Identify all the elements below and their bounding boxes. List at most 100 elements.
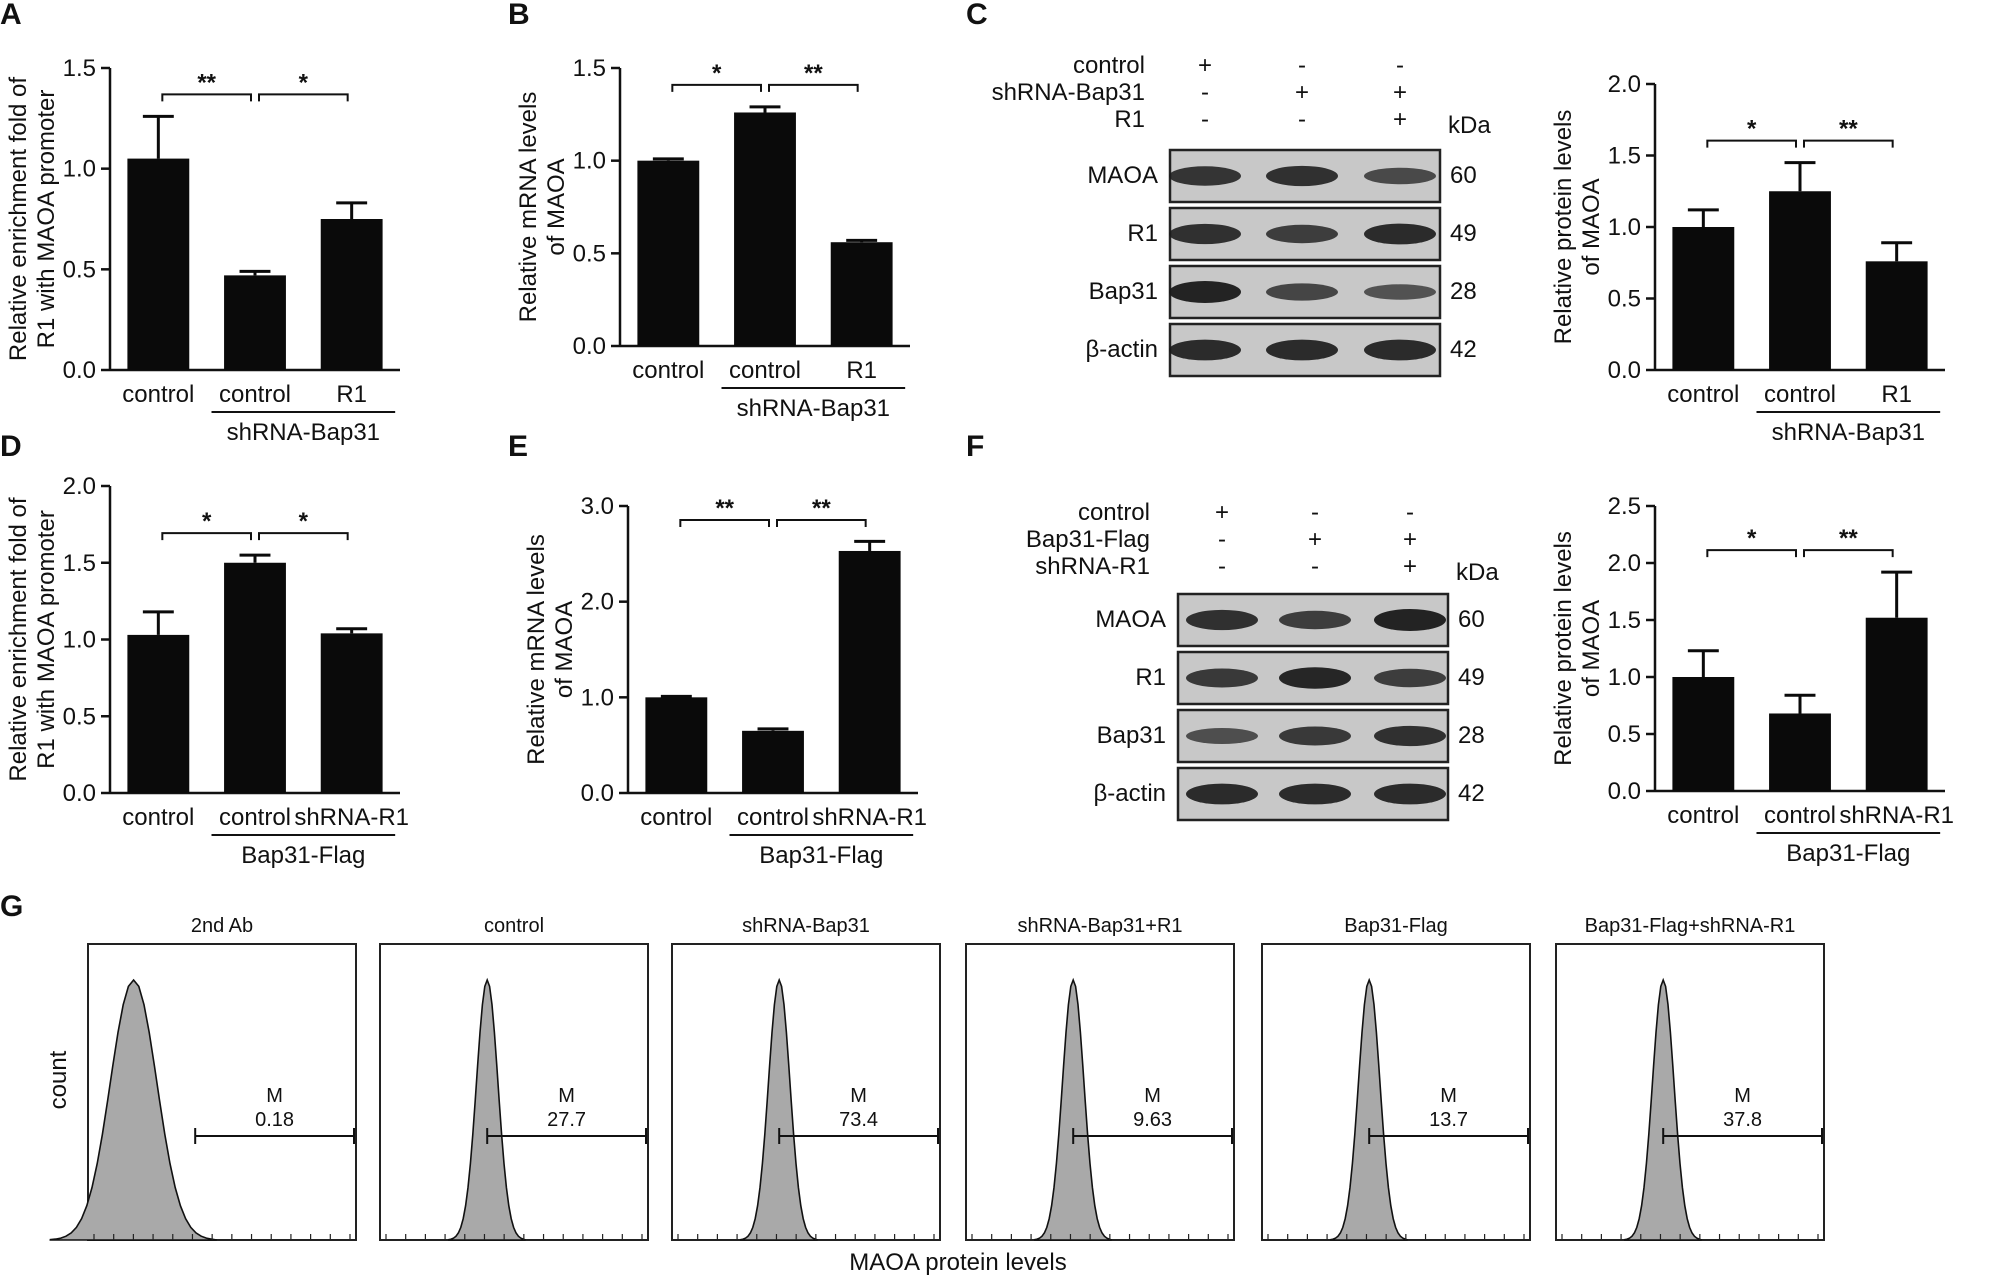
y-tick-label: 2.0 [1608, 550, 1641, 577]
y-axis-label-line: Relative mRNA levels [523, 534, 550, 765]
category-label: control [122, 804, 194, 831]
y-axis-label-line: of MAOA [1578, 178, 1605, 275]
significance-label: ** [804, 60, 823, 87]
blot-band [1186, 783, 1258, 805]
blot-band [1169, 281, 1241, 303]
western-blot-f: control + - -Bap31-Flag - + +shRNA-R1- - + kDaMAO… [1026, 499, 1499, 822]
y-tick-label: 1.5 [573, 55, 606, 82]
blot-condition-mark: + [1393, 106, 1407, 133]
blot-kda-value: 49 [1450, 220, 1477, 247]
significance-bracket [671, 83, 762, 92]
y-tick-label: 1.0 [63, 627, 96, 654]
significance-label: * [202, 508, 212, 535]
y-axis-label-line: R1 with MAOA promoter [33, 510, 60, 769]
blot-condition-mark: - [1218, 553, 1226, 580]
gate-label: M [558, 1085, 575, 1107]
significance-bracket [1803, 549, 1894, 558]
panel-letter-f: F [966, 430, 984, 463]
panel-letter-d: D [0, 430, 22, 463]
blot-band [1364, 284, 1436, 300]
blot-condition-mark: - [1201, 106, 1209, 133]
flow-histogram: shRNA-Bap31+R1 M9.63 [965, 915, 1235, 1241]
histogram-peak [1034, 977, 1112, 1241]
category-label: control [737, 804, 809, 831]
blot-band [1279, 783, 1351, 805]
blot-kda-value: 60 [1458, 606, 1485, 633]
blot-band [1266, 283, 1338, 301]
y-tick-label: 0.0 [63, 357, 96, 384]
bar [127, 634, 190, 793]
histogram-peak [1624, 977, 1702, 1241]
y-tick-label: 1.5 [1608, 607, 1641, 634]
blot-condition-mark: - [1298, 52, 1306, 79]
y-axis-label-line: R1 with MAOA promoter [33, 90, 60, 349]
group-label: Bap31-Flag [1786, 840, 1910, 867]
gate-value: 37.8 [1723, 1109, 1762, 1131]
gate-value: 27.7 [547, 1109, 586, 1131]
histogram-frame [1261, 943, 1531, 1241]
blot-kda-label: kDa [1448, 112, 1491, 139]
blot-band [1186, 668, 1258, 688]
gate-value: 73.4 [839, 1109, 878, 1131]
bar [1672, 227, 1735, 370]
blot-band [1374, 668, 1446, 688]
blot-condition-label: R1 [1114, 106, 1145, 133]
bar [320, 633, 383, 793]
category-label: control [729, 357, 801, 384]
category-label: control [1667, 802, 1739, 829]
blot-band [1364, 223, 1436, 245]
y-axis-label-line: of MAOA [551, 601, 578, 698]
bar [1769, 713, 1831, 791]
bar [1769, 191, 1831, 370]
flow-histogram: 2nd Ab M0.18 [49, 915, 357, 1241]
y-tick-label: 1.5 [63, 550, 96, 577]
y-tick-label: 0.5 [63, 703, 96, 730]
blot-condition-mark: - [1406, 499, 1414, 526]
gate-value: 9.63 [1133, 1109, 1172, 1131]
gate-label: M [850, 1085, 867, 1107]
y-axis-label-line: of MAOA [1578, 600, 1605, 697]
blot-band [1374, 783, 1446, 805]
significance-bracket [161, 532, 252, 541]
y-tick-label: 1.5 [1608, 143, 1641, 170]
bar [1865, 261, 1928, 370]
y-axis-label: Relative enrichment fold ofR1 with MAOA … [5, 77, 60, 361]
bar [127, 158, 190, 370]
blot-band [1279, 667, 1351, 689]
significance-label: ** [1839, 116, 1858, 143]
significance-label: ** [715, 495, 734, 522]
blot-protein-label: Bap31 [1097, 722, 1166, 749]
blot-band [1169, 223, 1241, 245]
group-label: shRNA-Bap31 [737, 395, 890, 422]
significance-label: ** [812, 495, 831, 522]
blot-condition-mark: - [1298, 106, 1306, 133]
blot-condition-label: control [1078, 499, 1150, 526]
category-label: control [1667, 381, 1739, 408]
blot-kda-value: 42 [1458, 780, 1485, 807]
panel-letter-g: G [0, 890, 23, 923]
significance-label: ** [1839, 525, 1858, 552]
flow-histogram: shRNA-Bap31 M73.4 [671, 915, 941, 1241]
blot-condition-mark: - [1311, 499, 1319, 526]
blot-condition-mark: + [1308, 526, 1322, 553]
blot-band [1186, 609, 1258, 631]
blot-protein-label: β-actin [1086, 336, 1159, 363]
blot-band [1279, 726, 1351, 746]
histogram-title: Bap31-Flag [1344, 915, 1447, 937]
significance-label: ** [197, 69, 216, 96]
blot-condition-mark: - [1311, 553, 1319, 580]
category-label: control [219, 381, 291, 408]
y-tick-label: 0.5 [63, 256, 96, 283]
y-axis-label: Relative enrichment fold ofR1 with MAOA … [5, 497, 60, 781]
y-axis-label-line: Relative protein levels [1550, 110, 1577, 345]
histogram-title: Bap31-Flag+shRNA-R1 [1585, 915, 1796, 937]
blot-band [1374, 609, 1446, 631]
significance-bracket [258, 93, 349, 102]
significance-bracket [776, 519, 867, 527]
category-label: R1 [1881, 381, 1912, 408]
